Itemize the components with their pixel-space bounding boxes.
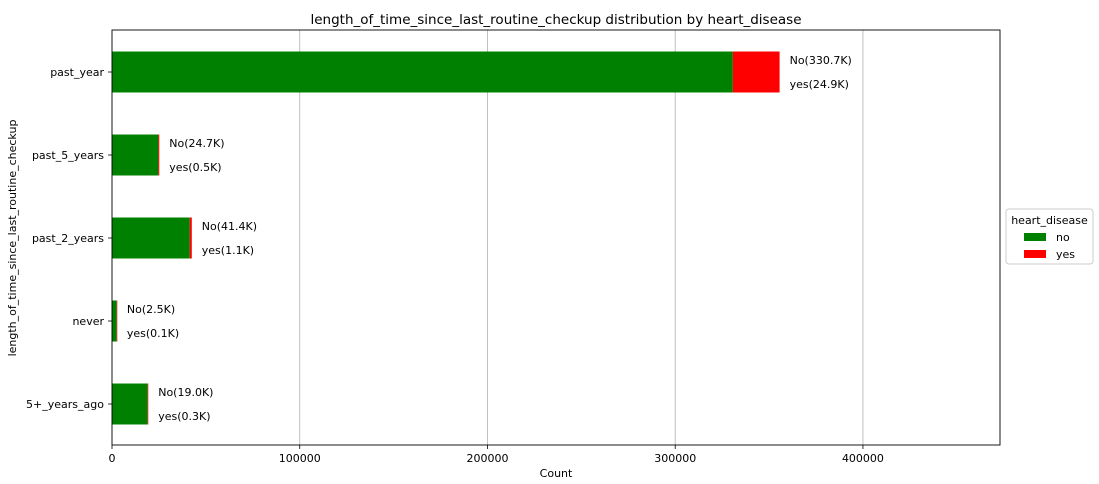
data-labels: No(330.7K) yes(24.9K) No(24.7K) yes(0.5K) No…	[127, 54, 852, 423]
y-tick-label: never	[72, 315, 104, 328]
legend-label-yes: yes	[1056, 248, 1075, 261]
data-label-yes: yes(0.3K)	[158, 410, 210, 423]
x-axis-ticks: 0 100000 200000 300000 400000	[109, 445, 884, 465]
chart-title: length_of_time_since_last_routine_checku…	[310, 12, 801, 28]
data-label-no: No(330.7K)	[790, 54, 852, 67]
bar-no-past_year	[112, 51, 733, 93]
grid-lines	[299, 30, 864, 445]
data-label-no: No(24.7K)	[169, 137, 224, 150]
x-tick-label: 0	[109, 452, 116, 465]
bar-yes-past_year	[732, 51, 780, 93]
bar-yes-5+_years_ago	[147, 383, 149, 425]
data-label-yes: yes(24.9K)	[790, 78, 849, 91]
legend: heart_disease no yes	[1005, 208, 1094, 265]
legend-swatch-yes	[1024, 250, 1046, 258]
x-tick-label: 100000	[279, 452, 321, 465]
data-label-no: No(19.0K)	[158, 386, 213, 399]
y-axis-label: length_of_time_since_last_routine_checku…	[6, 120, 19, 357]
bar-no-5+_years_ago	[112, 383, 148, 425]
bar-no-past_5_years	[112, 134, 159, 176]
bar-yes-never	[116, 300, 118, 342]
bar-yes-past_2_years	[189, 217, 192, 259]
x-axis-label: Count	[540, 467, 573, 480]
x-tick-label: 400000	[842, 452, 884, 465]
legend-label-no: no	[1056, 231, 1070, 244]
data-label-yes: yes(1.1K)	[202, 244, 254, 257]
data-label-yes: yes(0.1K)	[127, 327, 179, 340]
y-tick-label: past_5_years	[32, 149, 104, 162]
legend-title: heart_disease	[1011, 214, 1088, 227]
data-label-yes: yes(0.5K)	[169, 161, 221, 174]
y-tick-label: past_year	[50, 66, 104, 79]
bar-no-never	[112, 300, 117, 342]
data-label-no: No(41.4K)	[202, 220, 257, 233]
data-label-no: No(2.5K)	[127, 303, 175, 316]
bar-no-past_2_years	[112, 217, 190, 259]
bar-yes-past_5_years	[158, 134, 160, 176]
plot-frame	[111, 29, 1001, 446]
legend-swatch-no	[1024, 233, 1046, 241]
x-tick-label: 300000	[654, 452, 696, 465]
x-tick-label: 200000	[466, 452, 508, 465]
bars	[112, 51, 780, 425]
y-tick-label: 5+_years_ago	[26, 398, 104, 411]
y-tick-label: past_2_years	[32, 232, 104, 245]
